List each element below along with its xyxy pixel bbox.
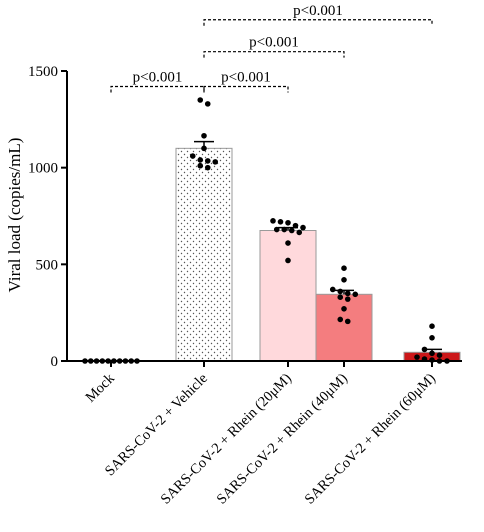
point-2-5 bbox=[273, 226, 280, 233]
y-tick-label: 1000 bbox=[28, 161, 58, 177]
significance-label: p<0.001 bbox=[133, 69, 183, 85]
point-4-3 bbox=[429, 350, 435, 357]
point-2-8 bbox=[296, 229, 303, 236]
y-tick-label: 0 bbox=[51, 354, 59, 370]
point-3-6 bbox=[337, 294, 344, 301]
point-2-7 bbox=[288, 227, 295, 234]
significance-label: p<0.001 bbox=[249, 35, 299, 51]
point-3-5 bbox=[352, 291, 359, 298]
point-2-1 bbox=[277, 219, 284, 225]
point-4-2 bbox=[421, 346, 428, 353]
point-1-5 bbox=[197, 157, 204, 163]
point-4-4 bbox=[436, 352, 443, 359]
point-3-4 bbox=[344, 290, 351, 297]
y-tick-label: 500 bbox=[36, 257, 59, 273]
significance-brackets: p<0.001 p<0.001 p<0.001 p<0.001 bbox=[110, 3, 433, 93]
point-3-8 bbox=[341, 306, 347, 312]
point-1-0 bbox=[197, 97, 204, 103]
point-1-3 bbox=[201, 145, 207, 152]
bar-3 bbox=[315, 293, 373, 362]
significance-bracket-3 bbox=[203, 19, 433, 26]
point-1-2 bbox=[201, 132, 207, 139]
point-4-0 bbox=[429, 323, 435, 330]
point-2-10 bbox=[285, 257, 291, 264]
point-2-0 bbox=[270, 218, 276, 224]
bars bbox=[175, 147, 461, 362]
point-2-6 bbox=[281, 226, 288, 233]
x-tick-label: Mock bbox=[83, 370, 119, 406]
significance-bracket-2 bbox=[203, 51, 345, 58]
point-3-7 bbox=[344, 296, 351, 302]
significance-label: p<0.001 bbox=[221, 69, 271, 85]
point-1-4 bbox=[189, 153, 196, 159]
point-1-8 bbox=[197, 162, 204, 169]
point-3-10 bbox=[344, 318, 351, 325]
point-3-9 bbox=[337, 316, 344, 323]
point-3-1 bbox=[341, 277, 347, 283]
bar-1 bbox=[175, 147, 233, 362]
y-axis-label: Viral load (copies/mL) bbox=[5, 138, 24, 293]
point-2-2 bbox=[285, 219, 291, 226]
point-3-0 bbox=[341, 265, 347, 272]
point-1-1 bbox=[204, 101, 211, 107]
significance-bracket-0 bbox=[110, 85, 205, 93]
bar-2 bbox=[259, 230, 317, 362]
point-4-5 bbox=[414, 354, 420, 360]
point-2-9 bbox=[285, 240, 291, 246]
point-1-9 bbox=[204, 164, 211, 171]
point-2-4 bbox=[300, 224, 306, 231]
y-tick-label: 1500 bbox=[28, 64, 58, 80]
point-1-7 bbox=[212, 159, 219, 165]
point-4-1 bbox=[429, 335, 435, 341]
point-3-2 bbox=[329, 286, 336, 293]
point-2-3 bbox=[292, 222, 299, 229]
significance-label: p<0.001 bbox=[293, 3, 343, 19]
point-1-6 bbox=[204, 158, 211, 164]
significance-bracket-1 bbox=[203, 85, 289, 93]
point-3-3 bbox=[337, 288, 344, 295]
